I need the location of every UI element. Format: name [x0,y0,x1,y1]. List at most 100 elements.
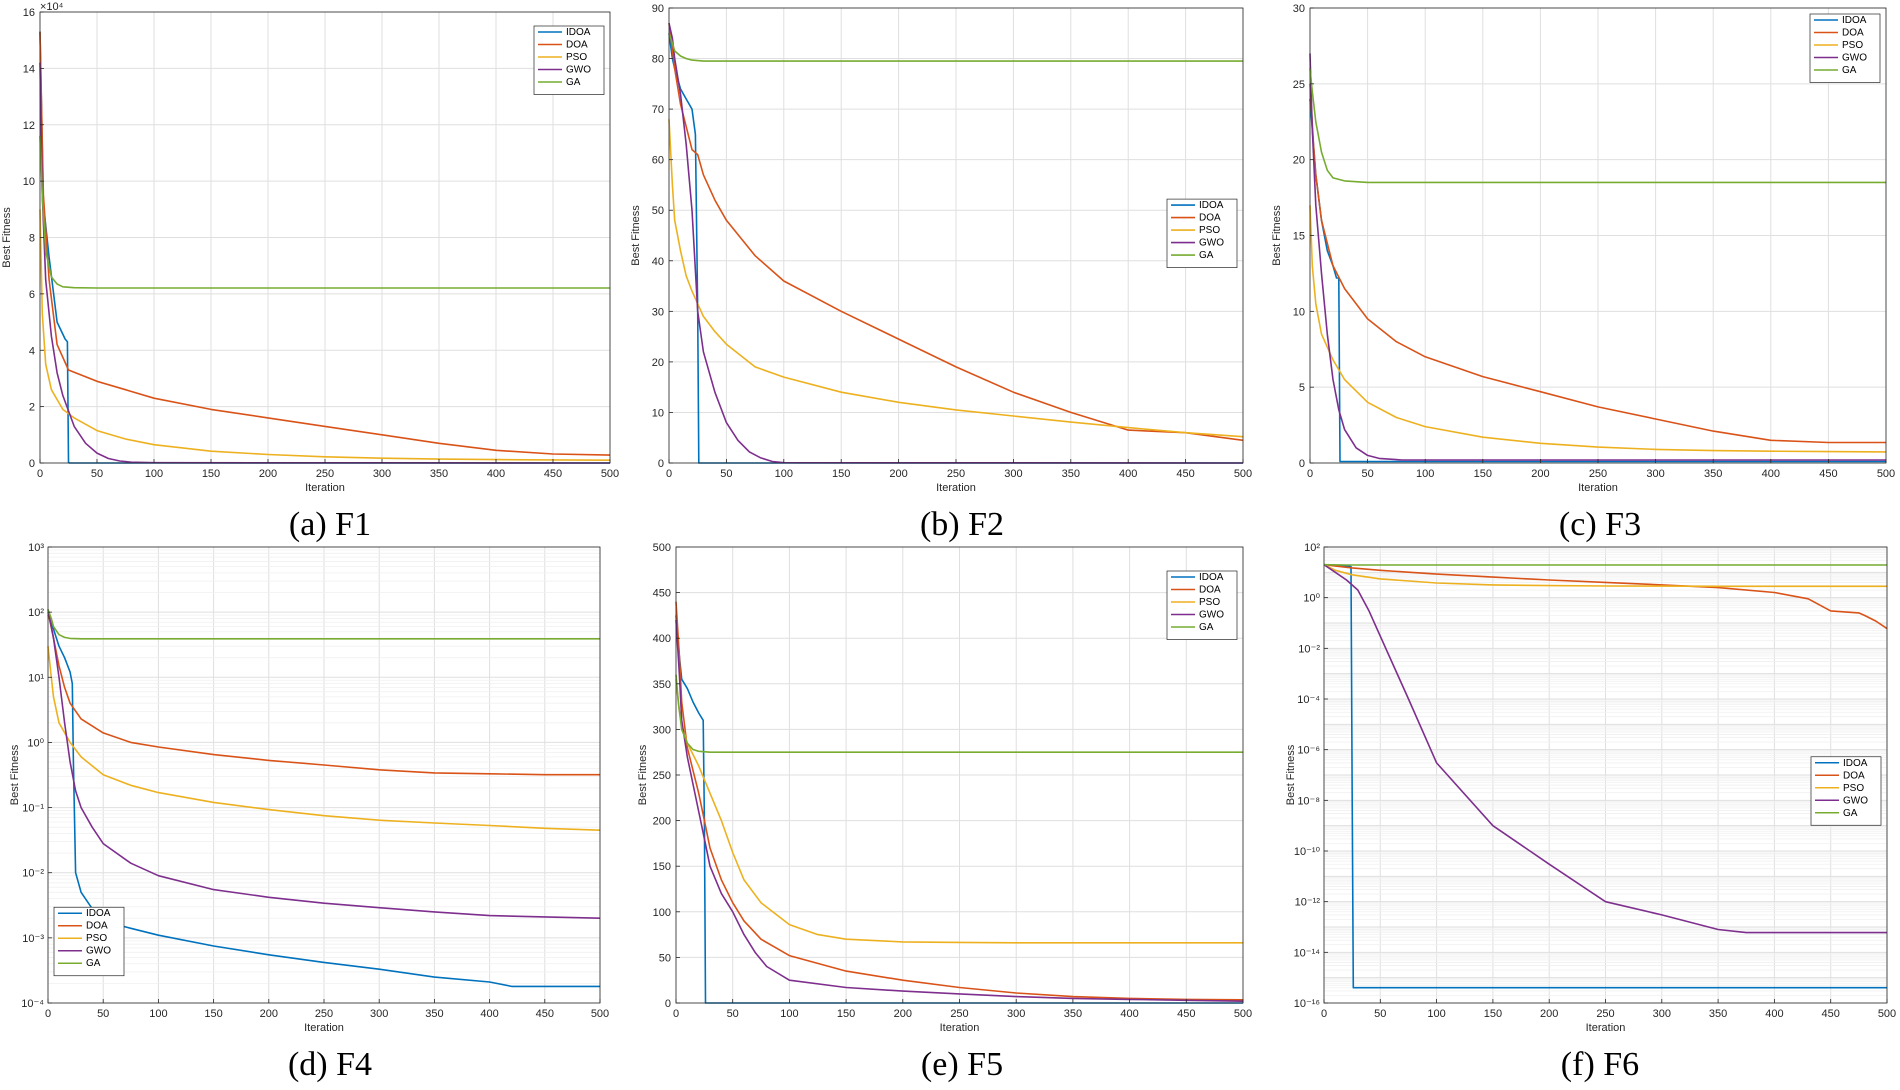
x-tick-label: 100 [780,1008,798,1020]
y-tick-label: 10⁻⁸ [1297,795,1320,807]
y-tick-label: 90 [652,3,664,15]
series-line-doa [675,601,1244,1001]
x-tick-label: 250 [315,1008,333,1020]
series-line-doa [39,31,611,456]
legend-label-idoa: IDOA [1199,200,1224,211]
x-tick-label: 250 [950,1008,968,1020]
y-tick-label: 0 [29,458,35,470]
x-tick-label: 250 [1596,1008,1614,1020]
y-tick-label: 300 [653,724,671,736]
grid [1323,546,1888,1004]
x-tick-label: 400 [1120,1008,1138,1020]
x-tick-label: 350 [1709,1008,1727,1020]
x-tick-label: 500 [591,1008,609,1020]
series-line-pso [1323,563,1887,588]
x-tick-label: 450 [544,468,562,480]
y-axis-label: Best Fitness [637,744,649,805]
y-tick-label: 0 [665,998,671,1010]
series-line-ga [1309,68,1886,184]
legend-label-ga: GA [1199,622,1214,633]
y-tick-label: 10 [23,176,35,188]
x-tick-label: 350 [1064,1008,1082,1020]
x-tick-label: 300 [1004,468,1022,480]
legend-label-doa: DOA [1199,585,1221,596]
y-tick-label: 10⁻¹⁶ [1294,998,1320,1010]
legend-label-doa: DOA [1842,28,1864,39]
legend-box [53,906,125,977]
y-tick-label: 4 [29,345,35,357]
y-tick-label: 60 [652,155,664,167]
y-tick-label: 10³ [28,542,44,554]
legend-label-pso: PSO [1199,597,1220,608]
legend-label-doa: DOA [86,921,108,932]
x-tick-label: 250 [947,468,965,480]
series-line-pso [675,679,1243,944]
series-group [39,31,611,464]
x-tick-label: 100 [145,468,163,480]
y-axis-label: Best Fitness [1,207,13,268]
y-tick-label: 50 [659,952,671,964]
x-tick-label: 450 [536,1008,554,1020]
x-tick-label: 500 [1234,1008,1252,1020]
series-line-pso [39,209,611,461]
legend-label-idoa: IDOA [1843,758,1868,769]
series-line-gwo [1323,564,1887,934]
chart-panel-f: 0 50 100 150 200 250 300 350 400 450 500 10⁻¹⁶ 10⁻¹⁴… [1285,542,1896,1083]
y-tick-label: 10⁻¹⁰ [1294,846,1321,858]
x-tick-label: 300 [373,468,391,480]
y-tick-label: 6 [29,289,35,301]
series-line-gwo [668,23,1244,464]
panel-caption: (d) F4 [288,1046,372,1083]
series-line-ga [668,33,1243,62]
y-tick-label: 0 [658,458,664,470]
chart-panel-e: 0 50 100 150 200 250 300 350 400 450 500 0 50 100 150 2… [637,542,1252,1083]
x-tick-label: 350 [425,1008,443,1020]
x-tick-label: 500 [1878,1008,1896,1020]
y-tick-label: 10⁻¹ [22,803,44,815]
x-tick-label: 500 [601,468,619,480]
series-group [675,601,1244,1004]
legend-label-ga: GA [86,958,101,969]
y-tick-label: 5 [1299,382,1305,394]
legend-label-doa: DOA [1843,770,1865,781]
y-tick-label: 10¹ [28,672,44,684]
y-tick-label: 10 [652,407,664,419]
x-tick-label: 0 [666,468,672,480]
panel-caption: (c) F3 [1559,506,1641,543]
legend-label-idoa: IDOA [1842,15,1867,26]
x-tick-label: 300 [1653,1008,1671,1020]
y-tick-label: 80 [652,54,664,66]
y-tick-label: 500 [653,542,671,554]
y-tick-label: 200 [653,816,671,828]
legend-label-gwo: GWO [86,946,111,957]
x-tick-label: 150 [1474,468,1492,480]
y-tick-label: 15 [1293,231,1305,243]
x-tick-label: 500 [1234,468,1252,480]
chart-panel-a: 0 50 100 150 200 250 300 350 400 450 500 0 2 4 6 8 10 12 1… [1,1,619,543]
x-tick-label: 150 [832,468,850,480]
y-tick-label: 10⁻¹⁴ [1294,947,1321,959]
y-tick-label: 10² [1304,542,1320,554]
y-tick-label: 150 [653,861,671,873]
legend-box [1810,756,1882,826]
legend-label-gwo: GWO [1842,53,1867,64]
legend-label-pso: PSO [1199,225,1220,236]
y-tick-label: 10⁻⁴ [1297,694,1320,706]
y-tick-label: 10⁻² [22,868,44,880]
chart-panel-d: 0 50 100 150 200 250 300 350 400 450 500 10⁻⁴ 10⁻³ 10… [9,542,609,1083]
y-tick-label: 25 [1293,79,1305,91]
x-tick-label: 450 [1176,468,1194,480]
legend-box [1809,13,1881,83]
x-axis-label: Iteration [1586,1022,1626,1034]
panel-caption: (e) F5 [921,1046,1003,1083]
y-tick-label: 50 [652,205,664,217]
series-line-pso [47,646,601,831]
legend-label-gwo: GWO [1843,795,1868,806]
x-tick-label: 350 [1704,468,1722,480]
series-line-doa [47,611,600,776]
x-tick-label: 150 [837,1008,855,1020]
x-tick-label: 200 [889,468,907,480]
x-tick-label: 200 [1531,468,1549,480]
